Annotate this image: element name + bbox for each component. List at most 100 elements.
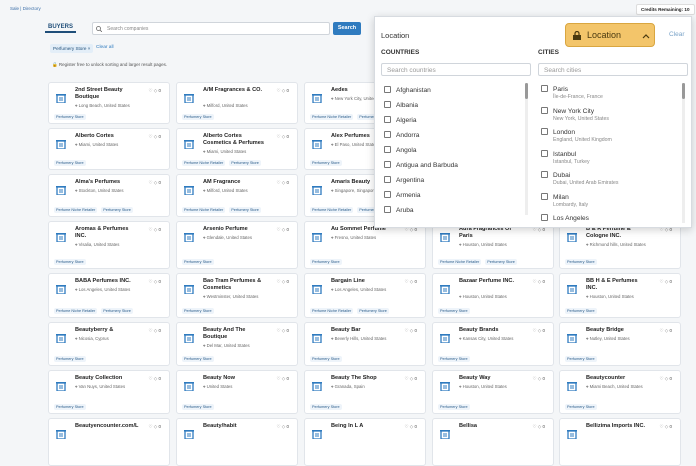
- city-option[interactable]: Paris Île-de-France, France: [541, 85, 603, 100]
- company-card[interactable]: Bellisa ♡ ◇ 0: [432, 418, 554, 466]
- country-option[interactable]: Angola: [384, 146, 417, 154]
- company-card[interactable]: A/M Fragrances & CO. ♡ ◇ 0 ⌖ Milford, Unit…: [176, 82, 298, 124]
- company-card[interactable]: Beauty Way ♡ ◇ 0 ⌖ Houston, United States P…: [432, 370, 554, 414]
- city-option[interactable]: Istanbul Istanbul, Turkey: [541, 149, 590, 165]
- company-card[interactable]: Beauty Bar ♡ ◇ 0 ⌖ Beverly Hills, United S…: [304, 322, 426, 366]
- company-card[interactable]: Bargain Line ♡ ◇ 0 ⌖ Los Angeles, United S…: [304, 273, 426, 318]
- country-name: Armenia: [396, 192, 421, 199]
- company-card[interactable]: Aromas & Perfumes INC. ♡ ◇ 0 ⌖ Visalia, Un…: [48, 221, 170, 269]
- notice-text: Register free to unlock sorting and larg…: [58, 62, 168, 67]
- country-option[interactable]: Albania: [384, 101, 418, 109]
- checkbox[interactable]: [384, 101, 391, 108]
- checkbox[interactable]: [541, 149, 548, 157]
- city-option[interactable]: New York City New York, United States: [541, 106, 609, 122]
- clear-all[interactable]: Clear all: [96, 45, 114, 50]
- company-card[interactable]: Bao Tram Perfumes & Cosmetics ♡ ◇ 0 ⌖ West…: [176, 273, 298, 318]
- panel-clear[interactable]: Clear: [669, 31, 685, 38]
- breadcrumb-link[interactable]: Sale: [10, 6, 20, 11]
- breadcrumb-current[interactable]: Directory: [22, 6, 41, 11]
- city-option[interactable]: London England, United Kingdom: [541, 128, 612, 143]
- company-card[interactable]: Alberto Cortes ♡ ◇ 0 ⌖ Miami, United State…: [48, 128, 170, 170]
- company-card[interactable]: Bazaar Perfume INC. ♡ ◇ 0 ⌖ Houston, Unite…: [432, 273, 554, 318]
- company-card[interactable]: Beautyberry & ♡ ◇ 0 ⌖ Nicosia, Cyprus Perfu…: [48, 322, 170, 366]
- tag: Perfumery Store: [357, 308, 389, 314]
- company-card[interactable]: 2nd Street Beauty Boutique ♡ ◇ 0 ⌖ Long Be…: [48, 82, 170, 124]
- checkbox[interactable]: [384, 191, 391, 198]
- tags: Perfumery Store: [438, 356, 474, 362]
- company-card[interactable]: Beautyencounter.com/L ♡ ◇ 0: [48, 418, 170, 466]
- company-card[interactable]: Beauty The Shop ♡ ◇ 0 ⌖ Granada, Spain Perf…: [304, 370, 426, 414]
- country-option[interactable]: Antigua and Barbuda: [384, 161, 458, 169]
- checkbox[interactable]: [541, 192, 548, 200]
- company-card[interactable]: Being In L A ♡ ◇ 0: [304, 418, 426, 466]
- company-card[interactable]: Alma's Perfumes ♡ ◇ 0 ⌖ Stockton, United S…: [48, 174, 170, 217]
- company-card[interactable]: Alberto Cortes Cosmetics & Perfumes ♡ ◇ 0…: [176, 128, 298, 170]
- like-count: 0: [414, 424, 417, 429]
- company-card[interactable]: BABA Perfumes INC. ♡ ◇ 0 ⌖ Los Angeles, Un…: [48, 273, 170, 318]
- tags: Perfumery Store: [565, 259, 601, 265]
- company-card[interactable]: Aura Fragrances Of Paris ♡ ◇ 0 ⌖ Houston, …: [432, 221, 554, 269]
- location-text: Fresno, United States: [334, 235, 377, 240]
- company-card[interactable]: Beauty Bridge ♡ ◇ 0 ⌖ Nutley, United State…: [559, 322, 681, 366]
- company-location: ⌖ New York City, United States: [331, 96, 390, 101]
- company-name: Beautyberry &: [75, 327, 114, 333]
- city-option[interactable]: Dubai Dubai, United Arab Emirates: [541, 171, 618, 186]
- search-box[interactable]: Search companies: [92, 22, 330, 35]
- checkbox[interactable]: [384, 86, 391, 93]
- company-location: ⌖ El Paso, United States: [331, 142, 378, 147]
- checkbox[interactable]: [541, 171, 548, 178]
- checkbox[interactable]: [384, 176, 391, 183]
- filter-chip[interactable]: Perfumery Store ×: [50, 44, 94, 53]
- company-card[interactable]: Beautycounter ♡ ◇ 0 ⌖ Miami Beach, United …: [559, 370, 681, 414]
- country-option[interactable]: Argentina: [384, 176, 424, 184]
- country-option[interactable]: Aruba: [384, 206, 414, 214]
- city-option[interactable]: Los Angeles: [541, 214, 589, 222]
- checkbox[interactable]: [541, 85, 548, 92]
- cities-search[interactable]: Search cities: [538, 63, 688, 76]
- company-card[interactable]: Beauty Now ♡ ◇ 0 ⌖ United States Perfumery …: [176, 370, 298, 414]
- country-option[interactable]: Andorra: [384, 131, 419, 139]
- filter-chip-label: Perfumery Store: [53, 46, 87, 51]
- company-location: ⌖ Singapore, Singapore: [331, 188, 377, 193]
- countries-scrollbar[interactable]: [525, 83, 528, 215]
- tab[interactable]: BUYERS: [45, 23, 77, 33]
- country-name: Andorra: [396, 132, 420, 139]
- cities-scrollbar[interactable]: [682, 83, 685, 223]
- checkbox[interactable]: [384, 161, 391, 168]
- checkbox[interactable]: [384, 131, 391, 138]
- company-card[interactable]: Beauty And The Boutique ♡ ◇ 0 ⌖ Del Mar, U…: [176, 322, 298, 366]
- company-card[interactable]: BB H & E Perfumes INC. ♡ ◇ 0 ⌖ Houston, Un…: [559, 273, 681, 318]
- company-icon: [312, 281, 322, 299]
- location-text: Granada, Spain: [334, 384, 365, 389]
- city-option[interactable]: Milan Lombardy, Italy: [541, 192, 588, 208]
- checkbox[interactable]: [384, 116, 391, 123]
- country-option[interactable]: Armenia: [384, 191, 421, 199]
- company-icon: [312, 182, 322, 200]
- company-card[interactable]: AM Fragrance ♡ ◇ 0 ⌖ Milford, United State…: [176, 174, 298, 217]
- country-option[interactable]: Algeria: [384, 116, 417, 124]
- company-card[interactable]: Bellizima Imports INC. ♡ ◇ 0: [559, 418, 681, 466]
- company-card[interactable]: Beauty Brands ♡ ◇ 0 ⌖ Kansas City, United …: [432, 322, 554, 366]
- country-option[interactable]: Afghanistan: [384, 86, 431, 94]
- checkbox[interactable]: [541, 106, 548, 114]
- company-icon: [56, 182, 66, 200]
- company-card[interactable]: Beauty Collection ♡ ◇ 0 ⌖ Van Nuys, United…: [48, 370, 170, 414]
- company-card[interactable]: Au Sommet Perfume ♡ ◇ 0 ⌖ Fresno, United S…: [304, 221, 426, 269]
- company-card[interactable]: Beauty/habit ♡ ◇ 0: [176, 418, 298, 466]
- location-button-label: Location: [587, 30, 622, 40]
- checkbox[interactable]: [541, 128, 548, 135]
- checkbox[interactable]: [384, 146, 391, 153]
- company-name: B & R Perfume & Cologne INC.: [586, 226, 631, 239]
- checkbox[interactable]: [541, 214, 548, 221]
- likes: ♡ ◇ 0: [404, 424, 417, 429]
- checkbox[interactable]: [384, 206, 391, 213]
- company-card[interactable]: Arsenio Perfume ♡ ◇ 0 ⌖ Glendale, United S…: [176, 221, 298, 269]
- countries-search[interactable]: Search countries: [381, 63, 531, 76]
- company-name: A/M Fragrances & CO.: [203, 87, 263, 93]
- location-button[interactable]: Location: [565, 23, 655, 47]
- company-name: Beauty And The Boutique: [203, 327, 246, 340]
- like-count: 0: [158, 134, 161, 139]
- company-name: 2nd Street Beauty Boutique: [75, 87, 123, 100]
- search-button[interactable]: Search: [333, 22, 361, 35]
- company-card[interactable]: B & R Perfume & Cologne INC. ♡ ◇ 0 ⌖ Richm…: [559, 221, 681, 269]
